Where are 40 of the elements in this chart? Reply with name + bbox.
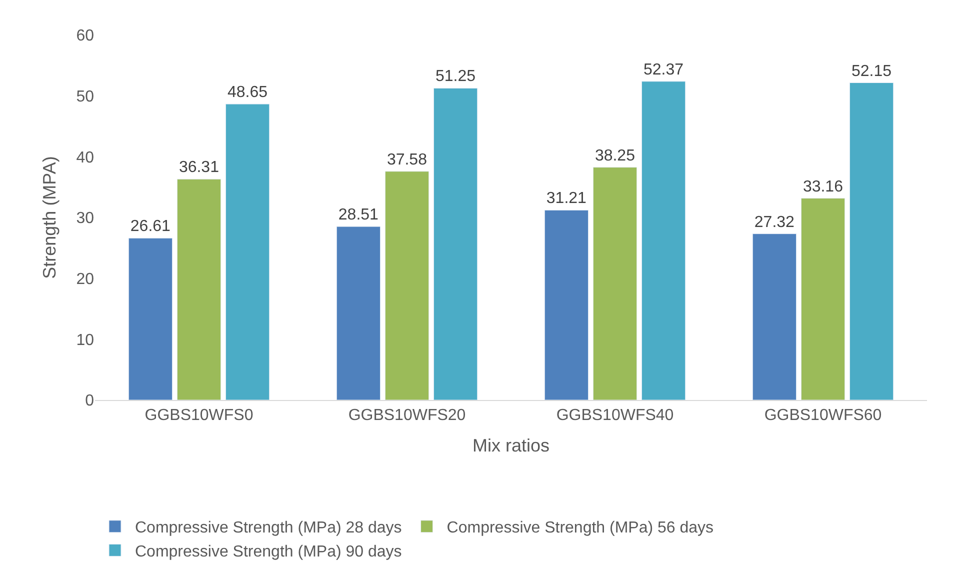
bar [544, 210, 589, 400]
legend-label: Compressive Strength (MPa) 90 days [135, 543, 402, 560]
y-axis-title: Strength (MPA) [39, 156, 60, 279]
x-tick-label: GGBS10WFS40 [556, 407, 674, 424]
bar [849, 82, 894, 400]
y-tick-label: 20 [76, 270, 94, 288]
data-label: 27.32 [754, 214, 795, 231]
y-tick-label: 50 [76, 88, 94, 106]
bar [128, 238, 173, 400]
bar [384, 171, 430, 400]
y-tick-label: 60 [76, 28, 94, 45]
data-label: 36.31 [178, 159, 220, 176]
y-tick-label: 10 [76, 332, 94, 349]
bar [800, 198, 846, 400]
data-label: 52.15 [851, 62, 892, 80]
x-tick-label: GGBS10WFS60 [764, 407, 882, 424]
legend-label: Compressive Strength (MPa) 28 days [135, 520, 402, 537]
data-label: 33.16 [802, 178, 844, 196]
x-tick-label: GGBS10WFS20 [348, 407, 466, 424]
y-tick-label: 40 [76, 149, 94, 166]
data-label: 31.21 [546, 190, 587, 208]
y-tick-label: 30 [76, 210, 94, 228]
bar [176, 178, 222, 400]
bar [752, 234, 797, 400]
bar [433, 88, 478, 400]
data-label: 48.65 [227, 84, 268, 102]
data-label: 28.51 [338, 206, 379, 224]
x-axis-title: Mix ratios [472, 435, 550, 456]
data-label: 52.37 [643, 61, 684, 78]
bar [592, 167, 638, 400]
bar [225, 104, 270, 400]
bar [641, 81, 686, 400]
bar [336, 226, 381, 400]
data-label: 38.25 [594, 147, 636, 164]
y-tick-label: 0 [85, 392, 94, 410]
data-label: 51.25 [435, 68, 476, 86]
legend-label: Compressive Strength (MPa) 56 days [446, 520, 714, 537]
data-label: 26.61 [130, 218, 171, 236]
x-tick-label: GGBS10WFS0 [144, 407, 254, 424]
data-label: 37.58 [386, 151, 428, 168]
